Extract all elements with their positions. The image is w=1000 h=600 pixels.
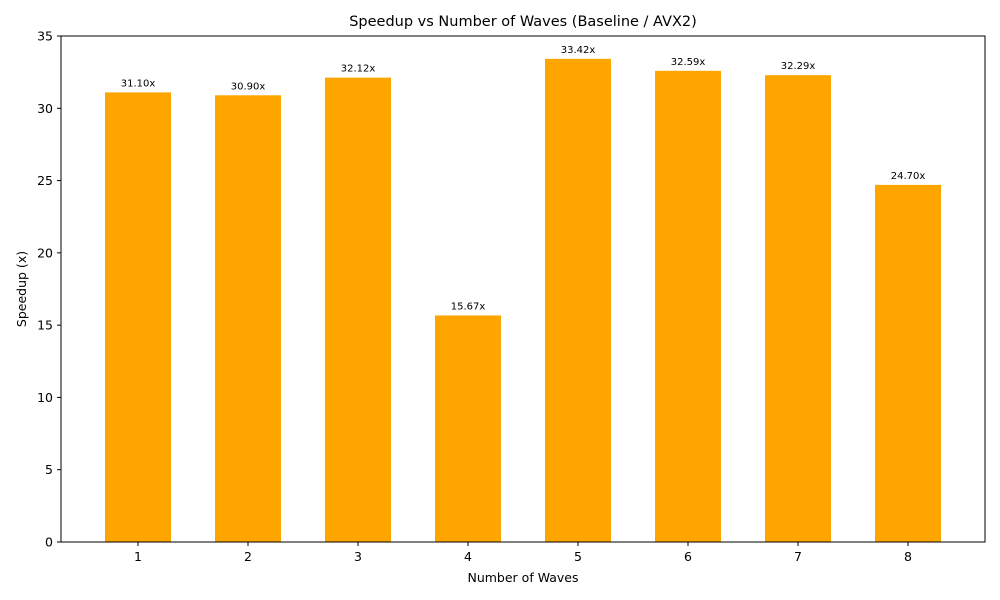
y-tick-label-35: 35	[37, 29, 53, 44]
y-tick-label-10: 10	[37, 390, 53, 405]
chart-title: Speedup vs Number of Waves (Baseline / A…	[349, 14, 697, 30]
y-axis-label: Speedup (x)	[14, 251, 29, 327]
data-label-8: 24.70x	[891, 171, 926, 182]
data-label-5: 33.42x	[561, 45, 596, 56]
bar-4	[435, 315, 501, 542]
x-axis: 1 2 3 4 5 6 7 8	[134, 542, 912, 564]
bars-layer	[105, 58, 941, 543]
y-tick-label-5: 5	[45, 462, 53, 477]
y-tick-label-0: 0	[45, 535, 53, 550]
x-tick-label-4: 4	[464, 549, 472, 564]
data-label-4: 15.67x	[451, 301, 486, 312]
data-label-3: 32.12x	[341, 64, 376, 75]
bar-8	[875, 184, 941, 542]
x-tick-label-3: 3	[354, 549, 362, 564]
data-labels-layer: 31.10x 30.90x 32.12x 15.67x 33.42x 32.59x 32.2…	[121, 45, 926, 313]
data-label-1: 31.10x	[121, 78, 156, 89]
bar-3	[325, 77, 391, 543]
x-tick-label-6: 6	[684, 549, 692, 564]
bar-1	[105, 92, 171, 542]
y-axis: 0 5 10 15 20 25 30 35	[37, 29, 61, 550]
bar-2	[215, 95, 281, 542]
data-label-2: 30.90x	[231, 81, 266, 92]
y-tick-label-25: 25	[37, 173, 53, 188]
data-label-7: 32.29x	[781, 61, 816, 72]
x-tick-label-8: 8	[904, 549, 912, 564]
data-label-6: 32.59x	[671, 57, 706, 68]
y-tick-label-30: 30	[37, 101, 53, 116]
bar-7	[765, 75, 831, 542]
x-tick-label-7: 7	[794, 549, 802, 564]
y-tick-label-15: 15	[37, 318, 53, 333]
x-tick-label-2: 2	[244, 549, 252, 564]
x-tick-label-1: 1	[134, 549, 142, 564]
bar-6	[655, 70, 721, 543]
y-tick-label-20: 20	[37, 245, 53, 260]
x-axis-label: Number of Waves	[467, 570, 578, 585]
x-tick-label-5: 5	[574, 549, 582, 564]
bar-5	[545, 58, 611, 542]
plot-frame	[60, 35, 986, 543]
